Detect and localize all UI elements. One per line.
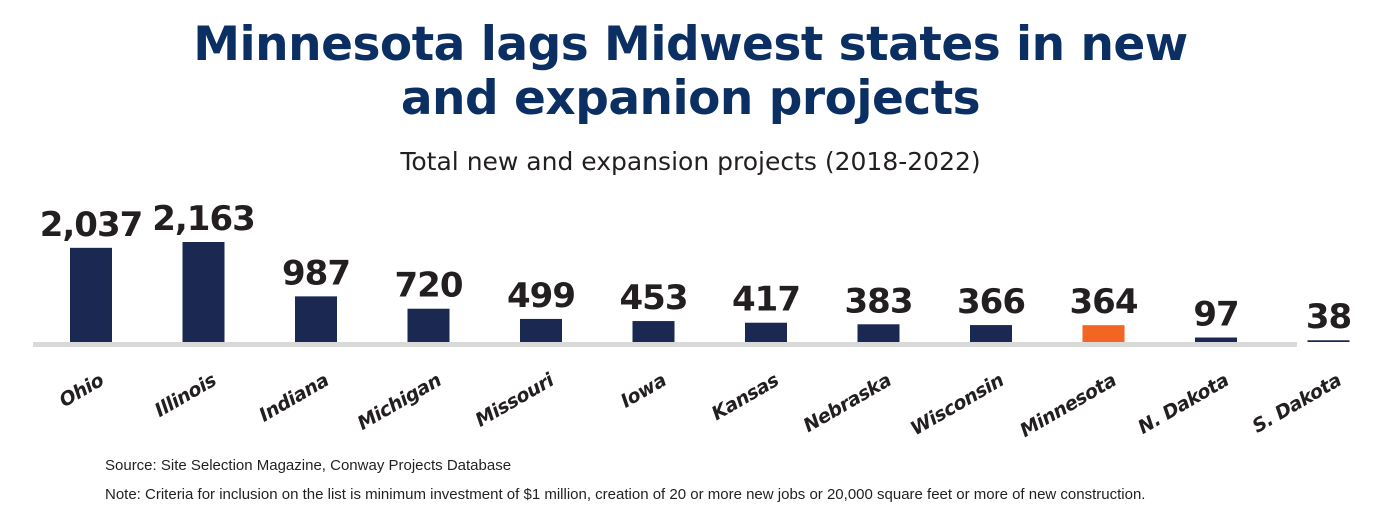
x-tick-label: S. Dakota xyxy=(1249,369,1345,437)
data-label: 2,037 xyxy=(40,205,143,245)
x-tick-label: Wisconsin xyxy=(907,369,1008,440)
chart-title-line-1: Minnesota lags Midwest states in new xyxy=(193,17,1188,72)
x-tick-label: Illinois xyxy=(151,369,220,422)
data-label: 453 xyxy=(620,278,688,318)
bar-nebraska xyxy=(857,324,900,342)
source-note: Source: Site Selection Magazine, Conway … xyxy=(105,457,512,474)
bar-n-dakota xyxy=(1195,337,1237,342)
x-tick-label: N. Dakota xyxy=(1134,369,1232,438)
chart-subtitle: Total new and expansion projects (2018-2… xyxy=(400,147,981,176)
x-tick-label: Nebraska xyxy=(800,369,895,437)
data-label: 364 xyxy=(1070,282,1138,322)
data-label: 417 xyxy=(732,280,800,320)
x-tick-label: Indiana xyxy=(255,369,332,426)
x-tick-label: Kansas xyxy=(708,369,783,425)
data-label: 97 xyxy=(1193,295,1238,335)
bar-minnesota xyxy=(1082,325,1125,342)
x-axis-line xyxy=(33,342,1297,347)
data-label: 720 xyxy=(395,266,463,306)
bar-iowa xyxy=(632,321,675,342)
criteria-note: Note: Criteria for inclusion on the list… xyxy=(105,486,1146,503)
chart-title: Minnesota lags Midwest states in new and… xyxy=(0,18,1381,126)
x-tick-label: Ohio xyxy=(56,369,108,412)
bar-kansas xyxy=(745,322,787,342)
x-tick-label: Iowa xyxy=(617,369,670,412)
bar-wisconsin xyxy=(970,325,1012,342)
data-label: 2,163 xyxy=(152,199,255,239)
x-tick-label: Michigan xyxy=(354,369,445,434)
bar-ohio xyxy=(70,247,112,342)
data-label: 383 xyxy=(845,281,913,321)
chart-title-line-2: and expanion projects xyxy=(400,71,981,126)
x-tick-label: Minnesota xyxy=(1016,369,1120,442)
bar-illinois xyxy=(182,242,225,342)
bar-indiana xyxy=(295,296,337,342)
bar-michigan xyxy=(407,308,450,342)
x-tick-label: Missouri xyxy=(472,369,559,432)
data-label: 38 xyxy=(1306,297,1351,337)
data-label: 987 xyxy=(282,253,350,293)
bar-missouri xyxy=(520,318,562,342)
data-label: 366 xyxy=(957,282,1025,322)
data-label: 499 xyxy=(507,276,575,316)
bar-s-dakota xyxy=(1307,340,1350,342)
